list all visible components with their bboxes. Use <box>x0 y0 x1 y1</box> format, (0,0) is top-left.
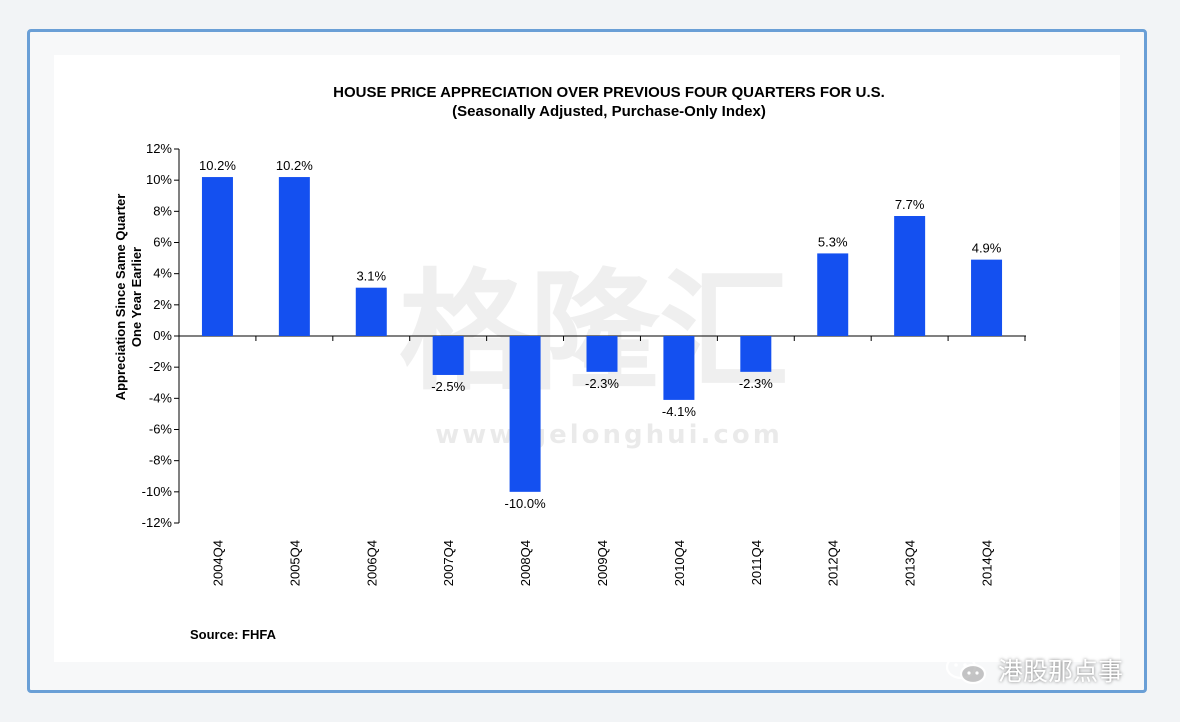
data-label-2004Q4: 10.2% <box>199 158 236 173</box>
x-tick-label: 2006Q4 <box>364 540 379 586</box>
y-tick-label: -2% <box>149 359 173 374</box>
y-axis-label-line1: Appreciation Since Same Quarter <box>113 194 128 401</box>
brand-badge: 港股那点事 <box>944 652 1123 688</box>
y-tick-label: 0% <box>153 328 172 343</box>
data-labels: 10.2% 10.2% 3.1% -2.5% -10.0% -2.3% -4.1% -2.3%… <box>199 158 1002 511</box>
data-label-2005Q4: 10.2% <box>276 158 313 173</box>
x-tick-label: 2005Q4 <box>287 540 302 586</box>
y-tick-label: -10% <box>142 484 173 499</box>
data-label-2012Q4: 5.3% <box>818 234 848 249</box>
y-tick-label: -6% <box>149 422 173 437</box>
x-tick-label: 2004Q4 <box>210 540 225 586</box>
y-tick-label: 4% <box>153 266 172 281</box>
bar-2004Q4 <box>201 177 233 336</box>
data-label-2007Q4: -2.5% <box>431 379 465 394</box>
y-tick-label: 12% <box>146 141 172 156</box>
chart-title: HOUSE PRICE APPRECIATION OVER PREVIOUS F… <box>333 84 885 101</box>
bar-chart: 格隆汇 www.gelonghui.com HOUSE PRICE APPREC… <box>113 84 1026 642</box>
data-label-2010Q4: -4.1% <box>662 404 696 419</box>
chart-panel: 格隆汇 www.gelonghui.com HOUSE PRICE APPREC… <box>54 55 1120 662</box>
y-tick-label: -4% <box>149 390 173 405</box>
data-label-2009Q4: -2.3% <box>585 376 619 391</box>
bar-2010Q4 <box>663 336 695 400</box>
chart-subtitle: (Seasonally Adjusted, Purchase-Only Inde… <box>452 103 766 120</box>
y-tick-label: 6% <box>153 235 172 250</box>
bar-2013Q4 <box>894 216 926 336</box>
axes: 12% 10% 8% 6% 4% 2% 0% -2% -4% -6% -8% -10% -12% 2004… <box>142 141 1026 586</box>
data-label-2014Q4: 4.9% <box>972 241 1002 256</box>
x-tick-label: 2014Q4 <box>980 540 995 586</box>
bar-2014Q4 <box>971 259 1003 336</box>
data-label-2013Q4: 7.7% <box>895 197 925 212</box>
y-tick-label: 10% <box>146 172 172 187</box>
wechat-icon <box>945 654 987 685</box>
bar-2005Q4 <box>278 177 310 336</box>
data-label-2011Q4: -2.3% <box>739 376 773 391</box>
data-label-2008Q4: -10.0% <box>504 496 546 511</box>
bar-2008Q4 <box>509 336 541 492</box>
bar-2007Q4 <box>432 336 464 375</box>
y-axis-label: Appreciation Since Same Quarter One Year… <box>113 194 144 401</box>
source-note: Source: FHFA <box>190 627 277 642</box>
y-tick-label: -8% <box>149 453 173 468</box>
x-tick-label: 2012Q4 <box>826 540 841 586</box>
y-tick-label: 8% <box>153 203 172 218</box>
y-tick-label: 2% <box>153 297 172 312</box>
y-tick-label: -12% <box>142 515 173 530</box>
bar-2006Q4 <box>355 287 387 336</box>
bar-2011Q4 <box>740 336 772 372</box>
x-tick-label: 2008Q4 <box>518 540 533 586</box>
y-axis-label-line2: One Year Earlier <box>129 247 144 347</box>
watermark-main: 格隆汇 <box>399 256 789 408</box>
data-label-2006Q4: 3.1% <box>356 269 386 284</box>
watermark-url: www.gelonghui.com <box>435 420 783 450</box>
brand-name: 港股那点事 <box>998 657 1124 686</box>
x-tick-label: 2007Q4 <box>441 540 456 586</box>
x-tick-label: 2009Q4 <box>595 540 610 586</box>
bar-2009Q4 <box>586 336 618 372</box>
bar-2012Q4 <box>817 253 849 336</box>
x-tick-label: 2013Q4 <box>903 540 918 586</box>
x-tick-label: 2011Q4 <box>749 540 764 585</box>
bars <box>201 177 1003 492</box>
x-tick-label: 2010Q4 <box>672 540 687 586</box>
